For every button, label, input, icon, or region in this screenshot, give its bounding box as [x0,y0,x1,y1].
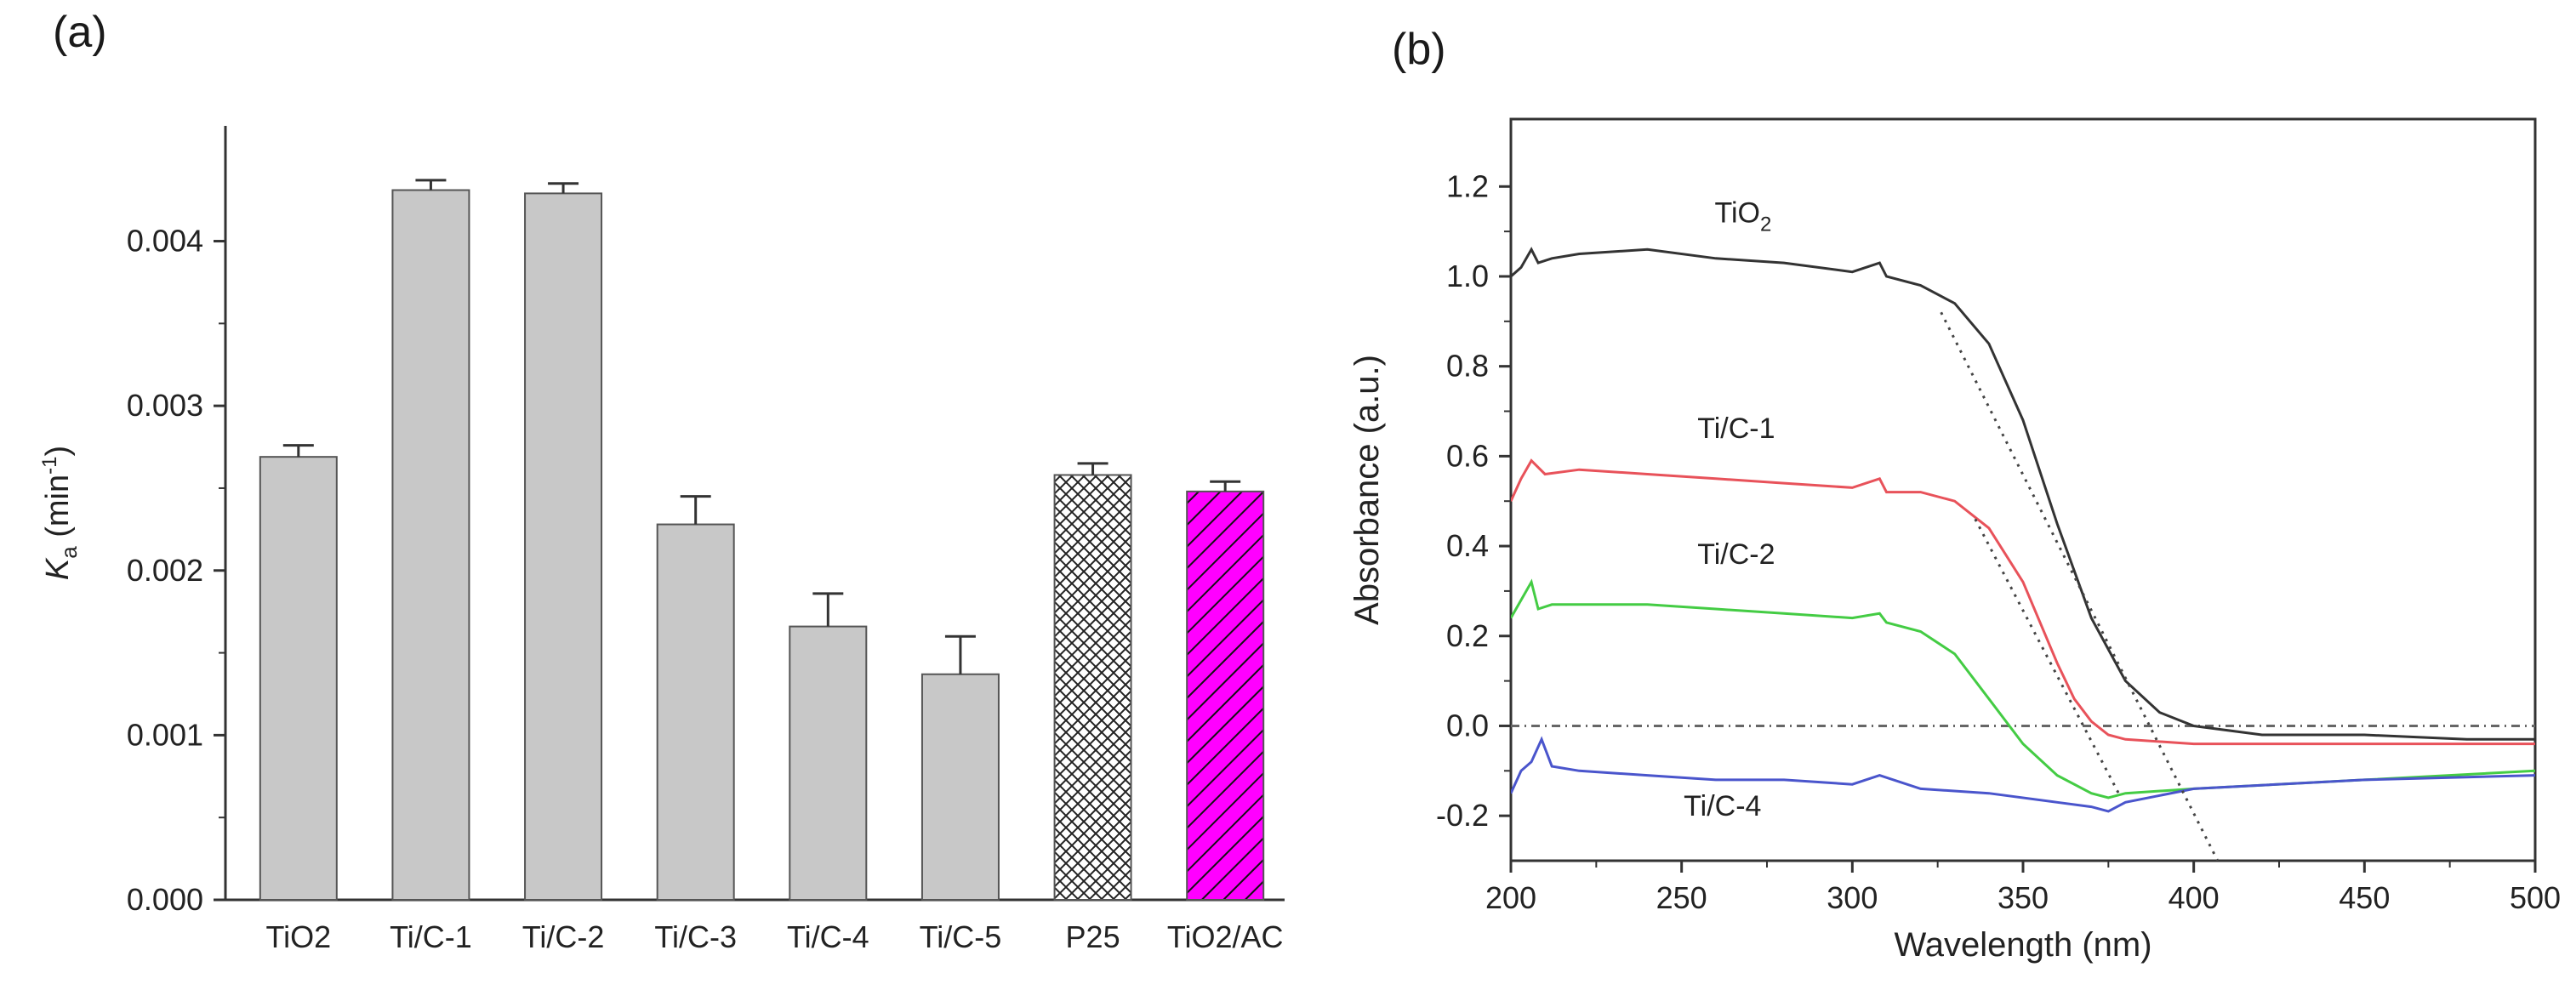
bar-ti-c-4 [789,625,868,902]
bar-chart-panel-a: 0.000 0.001 0.002 0.003 0.004 Ka (min-1) TiO2 T… [38,126,1285,954]
y-tick-label: 0.002 [127,553,203,588]
x-tick-label: 300 [1827,880,1878,915]
series-line-ti-c-2 [1511,578,2535,799]
tangent-line [1974,518,2120,794]
x-tick-label: 350 [1998,880,2049,915]
bar-p25 [1053,474,1132,901]
y-tick-label: 0.2 [1446,618,1489,653]
y-tick-label: 0.6 [1446,438,1489,473]
series-line-ti-c-4 [1511,736,2535,813]
y-tick-label: -0.2 [1436,798,1489,833]
x-tick-label: Ti/C-4 [787,919,869,954]
series-line-tio [1511,247,2535,741]
x-axis-label: Wavelength (nm) [1894,926,2151,964]
x-tick-label: Ti/C-3 [654,919,737,954]
bar-tio2 [259,456,338,901]
x-tick-label: Ti/C-5 [920,919,1002,954]
y-axis-label: Ka (min-1) [38,446,82,580]
panel-b-label: (b) [1392,25,1446,74]
y-tick-label: 0.0 [1446,708,1489,742]
x-tick-label: 200 [1485,880,1536,915]
x-tick-label: 500 [2510,880,2561,915]
bar-ti-c-1 [391,189,470,902]
x-tick-label: TiO2 [265,919,331,954]
y-tick-label: 0.000 [127,882,203,917]
y-tick-label: 0.003 [127,388,203,423]
y-tick-label: 0.4 [1446,528,1489,563]
series-label: TiO2 [1714,197,1771,236]
x-tick-label: Ti/C-2 [522,919,605,954]
x-tick-label: 450 [2339,880,2390,915]
y-tick-label: 1.2 [1446,168,1489,203]
y-axis-label: Absorbance (a.u.) [1348,355,1386,625]
y-tick-label: 1.0 [1446,259,1489,293]
series-label: Ti/C-4 [1684,790,1761,822]
x-tick-label: 400 [2169,880,2220,915]
series-label: Ti/C-2 [1697,538,1775,571]
bar-ti-c-2 [524,192,603,901]
plot-frame [1509,117,2537,862]
x-tick-label: 250 [1656,880,1707,915]
series-line-ti-c-1 [1511,458,2535,746]
tangent-line [1940,311,2220,861]
x-tick-label: P25 [1066,919,1120,954]
x-tick-label: Ti/C-1 [390,919,472,954]
bar-ti-c-5 [920,673,1000,901]
bar-ti-c-3 [656,523,735,901]
x-tick-label: TiO2/AC [1167,919,1284,954]
bar-tio2-ac [1186,490,1265,901]
y-tick-label: 0.001 [127,717,203,752]
panel-a-label: (a) [53,8,107,57]
y-tick-label: 0.004 [127,224,203,259]
series-label: Ti/C-1 [1697,412,1775,445]
line-chart-panel-b: 200 250 300 350 400 450 500 -0.2 0.0 0.2 0.4 0.6 0.8… [1348,117,2561,964]
y-tick-label: 0.8 [1446,349,1489,384]
